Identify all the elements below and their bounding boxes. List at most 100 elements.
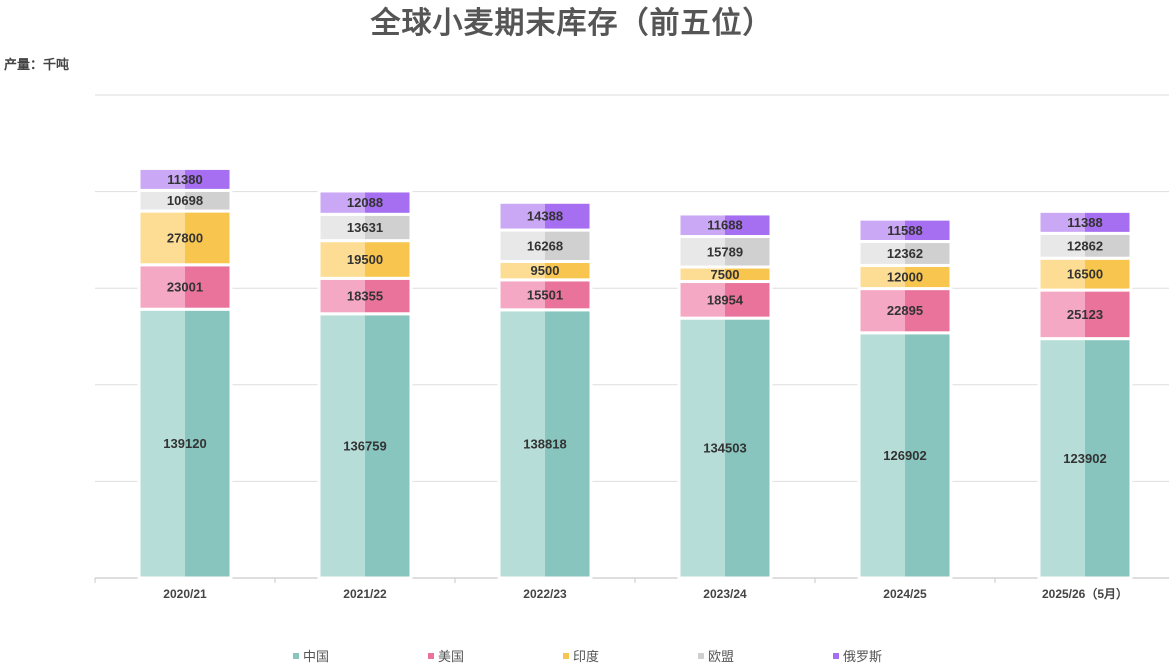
data-label-3-1: 13631 (347, 220, 383, 235)
bar-light-half (679, 281, 725, 319)
bar-light-half (679, 236, 725, 268)
bar-segment-4-5: 11388 (1037, 209, 1133, 235)
data-label-0-3: 134503 (703, 441, 746, 456)
bar-segment-3-3: 15789 (677, 235, 773, 269)
bar-segment-2-5: 16500 (1037, 256, 1133, 292)
bar-dark-half (905, 219, 951, 242)
legend-item-0: 中国 (293, 649, 329, 664)
bar-dark-half (905, 241, 951, 266)
bar-light-half (139, 190, 185, 212)
legend: 中国 美国 印度 欧盟 俄罗斯 (293, 649, 882, 664)
data-label-2-1: 19500 (347, 252, 383, 267)
data-label-2-3: 7500 (711, 267, 740, 282)
bar-outline (317, 189, 413, 216)
data-label-0-0: 139120 (163, 436, 206, 451)
bar-segment-1-0: 23001 (137, 263, 233, 311)
bar-dark-half (1085, 233, 1131, 259)
legend-item-1: 美国 (428, 649, 464, 664)
bar-dark-half (725, 213, 771, 237)
bar-dark-half (545, 230, 591, 262)
bar-light-half (499, 202, 545, 231)
bar-dark-half (365, 240, 411, 279)
bar-light-half (679, 267, 725, 282)
bar-stack-2: 138818 15501 9500 16268 14388 (497, 200, 593, 580)
bar-dark-half (1085, 211, 1131, 234)
x-tick-label-1: 2021/22 (343, 587, 387, 601)
data-label-4-3: 11688 (707, 218, 742, 233)
bar-segment-1-1: 18355 (317, 276, 413, 316)
bar-segment-4-2: 14388 (497, 200, 593, 232)
bar-light-half (499, 279, 545, 310)
bar-outline (857, 217, 953, 244)
data-label-1-3: 18954 (707, 292, 744, 307)
data-label-1-1: 18355 (347, 289, 383, 304)
bar-dark-half (905, 265, 951, 289)
data-label-3-2: 16268 (527, 238, 563, 253)
bar-light-half (859, 219, 905, 242)
bar-segment-3-2: 16268 (497, 228, 593, 264)
data-label-3-5: 12862 (1067, 238, 1103, 253)
bar-dark-half (725, 236, 771, 268)
bar-light-half (139, 211, 185, 265)
data-label-4-1: 12088 (347, 195, 383, 210)
bar-segment-4-0: 11380 (137, 166, 233, 192)
bar-outline (677, 212, 773, 239)
x-tick-label-5: 2025/26（5月） (1042, 586, 1128, 601)
bar-light-half (859, 265, 905, 289)
bar-light-half (679, 213, 725, 237)
legend-label: 美国 (438, 649, 464, 664)
bar-segment-3-4: 12362 (857, 240, 953, 267)
bar-dark-half (725, 318, 771, 578)
bar-light-half (319, 278, 365, 314)
bar-stack-5: 123902 25123 16500 12862 11388 (1037, 209, 1133, 580)
data-label-2-4: 12000 (887, 270, 923, 285)
bar-dark-half (365, 214, 411, 241)
bar-light-half (1039, 233, 1085, 259)
bar-stack-3: 134503 18954 7500 15789 11688 (677, 212, 773, 580)
bar-segment-1-3: 18954 (677, 280, 773, 320)
bar-light-half (319, 190, 365, 215)
bar-light-half (319, 214, 365, 241)
bar-stack-1: 136759 18355 19500 13631 12088 (317, 189, 413, 580)
legend-marker (698, 653, 704, 659)
data-label-1-4: 22895 (887, 303, 923, 318)
data-label-3-0: 10698 (167, 193, 203, 208)
bar-segment-0-5: 123902 (1037, 337, 1133, 580)
bar-dark-half (365, 278, 411, 314)
bar-dark-half (185, 264, 231, 310)
chart-title: 全球小麦期末库存（前五位） (370, 7, 774, 40)
bar-segment-2-3: 7500 (677, 265, 773, 284)
data-label-2-0: 27800 (167, 230, 203, 245)
data-label-3-3: 15789 (707, 244, 743, 259)
bar-segment-4-1: 12088 (317, 189, 413, 216)
legend-label: 欧盟 (708, 649, 734, 664)
legend-item-3: 欧盟 (698, 649, 734, 664)
bar-dark-half (365, 313, 411, 578)
bar-light-half (319, 240, 365, 279)
legend-marker (563, 653, 569, 659)
legend-marker (428, 653, 434, 659)
bar-light-half (1039, 290, 1085, 339)
bar-stack-0: 139120 23001 27800 10698 11380 (137, 166, 233, 580)
bar-dark-half (185, 168, 231, 191)
bar-segment-2-1: 19500 (317, 239, 413, 280)
bar-dark-half (1085, 258, 1131, 291)
data-label-0-2: 138818 (523, 436, 566, 451)
bar-segment-0-3: 134503 (677, 316, 773, 580)
data-label-1-0: 23001 (167, 280, 203, 295)
bar-dark-half (1085, 338, 1131, 578)
bar-segment-1-4: 22895 (857, 287, 953, 335)
bar-light-half (1039, 338, 1085, 578)
bar-segment-1-2: 15501 (497, 278, 593, 312)
bar-segment-4-3: 11688 (677, 212, 773, 239)
bar-dark-half (545, 309, 591, 578)
bar-outline (497, 200, 593, 232)
bar-light-half (139, 168, 185, 191)
bar-dark-half (1085, 290, 1131, 339)
bar-dark-half (905, 332, 951, 578)
legend-marker (833, 653, 839, 659)
y-axis-label: 产量：千吨 (4, 57, 70, 72)
bar-segment-3-5: 12862 (1037, 231, 1133, 260)
bar-segment-0-1: 136759 (317, 312, 413, 580)
bar-stack-4: 126902 22895 12000 12362 11588 (857, 217, 953, 580)
